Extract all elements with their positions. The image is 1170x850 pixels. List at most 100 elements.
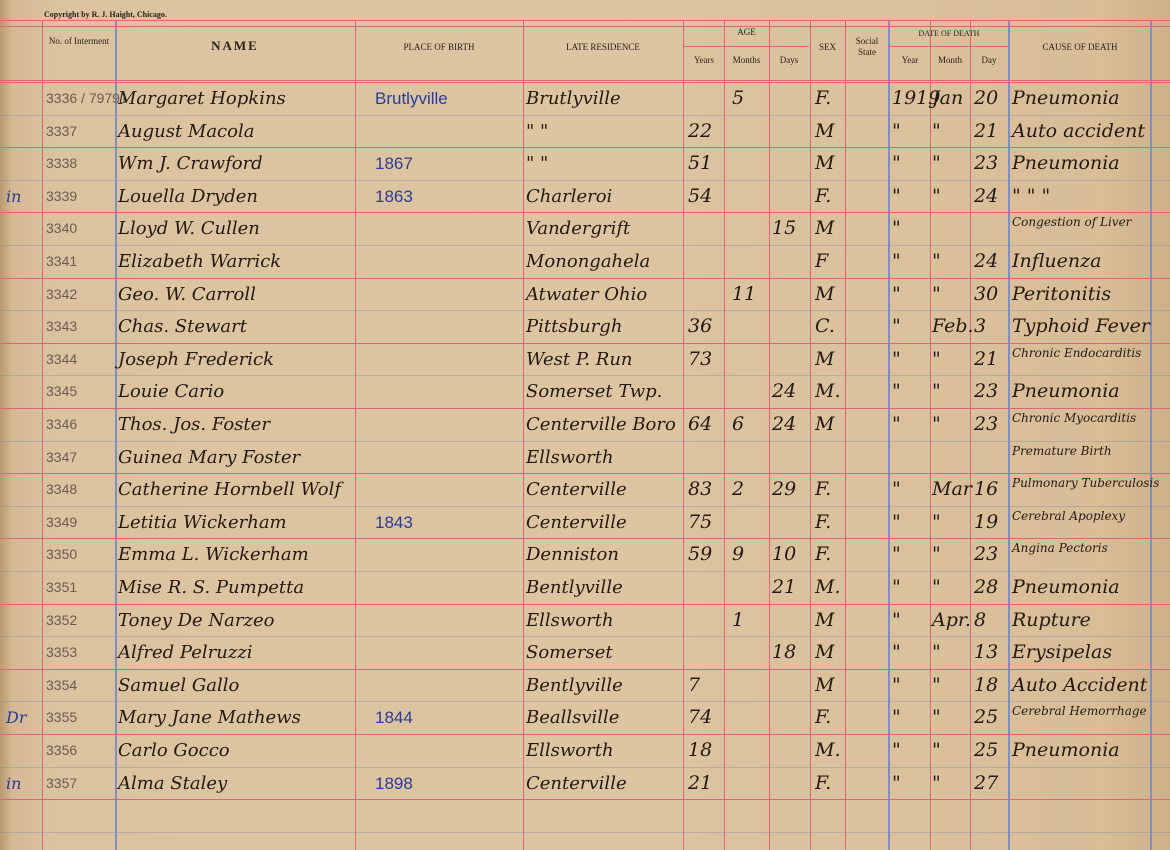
- cell-month: ": [932, 348, 941, 370]
- cell-birth: 1867: [375, 154, 413, 173]
- cell-cause: Pneumonia: [1012, 576, 1120, 598]
- cell-month: [932, 441, 970, 474]
- cell-year: ": [892, 413, 901, 435]
- header-year: Year: [901, 55, 919, 65]
- column-rule: [683, 20, 684, 850]
- cell-margin: [6, 669, 40, 702]
- row-rule: [0, 147, 1170, 148]
- row-rule: [0, 636, 1170, 637]
- cell-year: ": [892, 772, 901, 794]
- cell-name: Geo. W. Carroll: [118, 284, 256, 305]
- cell-months: 11: [732, 283, 757, 305]
- cell-name: Chas. Stewart: [118, 316, 247, 337]
- cell-day: 24: [974, 250, 999, 272]
- cell-year: ": [892, 120, 901, 142]
- column-rule: [845, 20, 846, 850]
- cell-months: [732, 571, 768, 604]
- cell-years: 22: [688, 120, 713, 142]
- cell-name: Mary Jane Mathews: [118, 707, 301, 728]
- cell-cause: Congestion of Liver: [1012, 215, 1132, 229]
- cell-days: [772, 441, 808, 474]
- header-cause: CAUSE OF DEATH: [1042, 42, 1118, 52]
- cell-name: Alfred Pelruzzi: [118, 642, 253, 663]
- cell-no: 3346: [46, 416, 78, 432]
- cell-sex: C.: [815, 315, 835, 337]
- cell-margin: [6, 604, 40, 637]
- cell-years: 73: [688, 348, 713, 370]
- cell-birth: [375, 278, 515, 311]
- cell-year: ": [892, 641, 901, 663]
- cell-residence: Somerset: [526, 642, 613, 663]
- cell-day: 24: [974, 185, 999, 207]
- cell-days: 21: [772, 576, 797, 598]
- cell-months: [732, 375, 768, 408]
- cell-month: Apr.: [932, 609, 971, 631]
- cell-margin: [6, 636, 40, 669]
- cell-cause: " " ": [1012, 185, 1051, 207]
- cell-birth: [375, 538, 515, 571]
- cell-sex: M: [815, 348, 835, 370]
- cell-days: [772, 767, 808, 800]
- cell-day: 23: [974, 380, 999, 402]
- cell-year: ": [892, 380, 901, 402]
- cell-years: [688, 82, 724, 115]
- column-rule: [115, 20, 117, 850]
- cell-day: [974, 441, 1008, 474]
- cell-years: 7: [688, 674, 701, 696]
- cell-cause: Peritonitis: [1012, 283, 1112, 305]
- cell-birth: 1843: [375, 513, 413, 532]
- cell-no: 3351: [46, 579, 78, 595]
- cell-months: 5: [732, 87, 745, 109]
- cell-sex: F.: [815, 511, 832, 533]
- cell-day: 16: [974, 478, 999, 500]
- cell-no: 3340: [46, 220, 78, 236]
- cell-residence: Charleroi: [526, 186, 613, 207]
- column-rule: [769, 20, 770, 850]
- cell-months: [732, 115, 768, 148]
- cell-day: 23: [974, 543, 999, 565]
- cell-birth: Brutlyville: [375, 89, 448, 108]
- cell-month: ": [932, 674, 941, 696]
- row-rule: [0, 767, 1170, 768]
- cell-days: 24: [772, 413, 797, 435]
- cell-sex: M.: [815, 739, 841, 761]
- cell-month: ": [932, 706, 941, 728]
- cell-name: Joseph Frederick: [118, 349, 275, 370]
- cell-residence: Bentlyville: [526, 675, 623, 696]
- column-rule: [724, 20, 725, 850]
- cell-margin: [6, 375, 40, 408]
- cell-name: Emma L. Wickerham: [118, 544, 309, 565]
- cell-birth: [375, 604, 515, 637]
- cell-birth: [375, 408, 515, 441]
- cell-name: Thos. Jos. Foster: [118, 414, 270, 435]
- cell-birth: [375, 441, 515, 474]
- cell-year: ": [892, 543, 901, 565]
- cell-days: [772, 245, 808, 278]
- cell-name: Letitia Wickerham: [118, 512, 287, 533]
- column-rule: [888, 20, 890, 850]
- cell-months: [732, 343, 768, 376]
- cell-margin: [6, 473, 40, 506]
- cell-days: [772, 734, 808, 767]
- cell-year: ": [892, 283, 901, 305]
- cell-margin: [6, 734, 40, 767]
- cell-no: 3338: [46, 155, 78, 171]
- cell-months: [732, 441, 768, 474]
- cell-days: [772, 310, 808, 343]
- cell-no: 3357: [46, 775, 78, 791]
- cell-birth: 1863: [375, 187, 413, 206]
- cell-days: 18: [772, 641, 797, 663]
- cell-name: Louie Cario: [118, 381, 225, 402]
- cell-months: [732, 147, 768, 180]
- cell-birth: [375, 115, 515, 148]
- row-rule: [0, 441, 1170, 442]
- cell-year: ": [892, 511, 901, 533]
- cell-years: [688, 212, 724, 245]
- cell-month: ": [932, 413, 941, 435]
- cell-cause: Pulmonary Tuberculosis: [1012, 476, 1160, 490]
- cell-days: [772, 604, 808, 637]
- cell-cause: Pneumonia: [1012, 380, 1120, 402]
- cell-margin: in: [6, 187, 22, 206]
- column-rule: [523, 20, 524, 850]
- cell-cause: Pneumonia: [1012, 152, 1120, 174]
